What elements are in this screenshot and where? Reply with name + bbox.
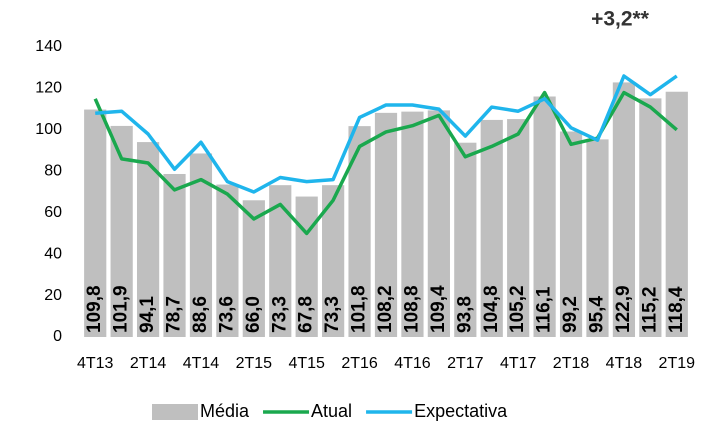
bar bbox=[507, 119, 530, 337]
x-tick-label: 4T18 bbox=[606, 355, 643, 372]
bar bbox=[612, 82, 636, 338]
bar bbox=[559, 131, 583, 337]
value-label: 95,4 bbox=[586, 296, 607, 333]
x-tick-label: 4T14 bbox=[183, 355, 220, 372]
value-label: 67,8 bbox=[296, 296, 317, 333]
y-tick-label: 0 bbox=[53, 328, 62, 345]
value-label: 93,8 bbox=[454, 296, 475, 333]
legend-label: Expectativa bbox=[414, 401, 508, 421]
x-tick-label: 4T17 bbox=[500, 355, 537, 372]
value-label: 99,2 bbox=[560, 296, 581, 333]
bar bbox=[136, 142, 160, 337]
value-label: 94,1 bbox=[137, 296, 158, 333]
value-label: 115,2 bbox=[639, 287, 660, 334]
x-tick-label: 4T13 bbox=[77, 355, 114, 372]
bar bbox=[480, 119, 503, 338]
value-label: 109,4 bbox=[428, 285, 449, 333]
bar bbox=[110, 125, 133, 338]
value-label: 88,6 bbox=[190, 296, 211, 333]
value-label: 109,8 bbox=[84, 285, 105, 333]
bar bbox=[163, 173, 186, 337]
y-tick-label: 120 bbox=[35, 80, 62, 97]
y-tick-label: 60 bbox=[44, 204, 62, 221]
legend-label: Atual bbox=[311, 401, 352, 421]
value-label: 105,2 bbox=[507, 285, 528, 333]
value-label: 66,0 bbox=[243, 296, 264, 333]
bar bbox=[242, 200, 265, 337]
bar bbox=[295, 196, 318, 337]
line bbox=[95, 74, 678, 194]
bar bbox=[533, 96, 556, 337]
bar bbox=[189, 153, 213, 337]
value-label: 73,3 bbox=[322, 296, 343, 333]
y-tick-label: 140 bbox=[35, 38, 62, 55]
bar bbox=[586, 139, 609, 337]
x-tick-label: 2T18 bbox=[553, 355, 590, 372]
value-label: 116,1 bbox=[534, 286, 555, 333]
bar bbox=[216, 184, 239, 337]
bar bbox=[665, 91, 688, 337]
y-tick-label: 40 bbox=[44, 245, 62, 262]
line bbox=[93, 90, 678, 236]
x-tick-label: 2T17 bbox=[447, 355, 484, 372]
value-label: 108,2 bbox=[375, 285, 396, 333]
bar bbox=[427, 110, 450, 337]
x-tick-label: 2T16 bbox=[341, 355, 378, 372]
y-tick-label: 20 bbox=[44, 287, 62, 304]
x-tick-label: 4T15 bbox=[288, 355, 325, 372]
bar bbox=[639, 98, 662, 337]
bar bbox=[348, 126, 371, 337]
x-tick-label: 2T14 bbox=[130, 355, 167, 372]
value-label: 101,9 bbox=[111, 285, 132, 333]
value-label: 108,8 bbox=[401, 285, 422, 333]
value-label: 73,3 bbox=[269, 296, 290, 333]
value-label: 73,6 bbox=[216, 296, 237, 333]
x-tick-label: 2T15 bbox=[236, 355, 273, 372]
bar bbox=[269, 185, 292, 337]
value-label: 122,9 bbox=[613, 285, 634, 333]
value-label: 118,4 bbox=[666, 286, 687, 333]
bar bbox=[322, 185, 345, 337]
y-tick-label: 100 bbox=[35, 121, 62, 138]
value-label: 78,7 bbox=[164, 296, 185, 333]
value-label: 104,8 bbox=[481, 285, 502, 333]
value-label: 101,8 bbox=[349, 285, 370, 333]
x-tick-label: 4T16 bbox=[394, 355, 431, 372]
bar bbox=[454, 142, 477, 337]
legend-swatch bbox=[152, 404, 198, 420]
bar bbox=[84, 109, 107, 337]
legend-label: Média bbox=[200, 401, 250, 421]
bar bbox=[374, 112, 398, 337]
y-tick-label: 80 bbox=[44, 163, 62, 180]
x-tick-label: 2T19 bbox=[659, 355, 696, 372]
annotation: +3,2** bbox=[591, 8, 650, 31]
bar bbox=[401, 111, 424, 337]
